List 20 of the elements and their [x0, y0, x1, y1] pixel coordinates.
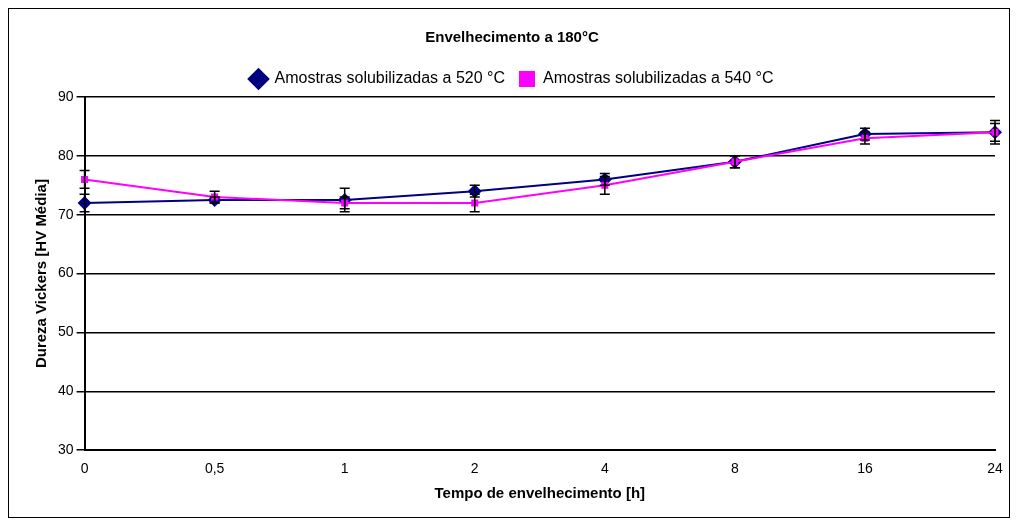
x-tick-label: 24	[987, 460, 1003, 477]
x-tick-label: 8	[730, 460, 739, 477]
x-tick-label: 0,5	[204, 460, 225, 477]
legend-label: Amostras solubilizadas a 520 °C	[274, 69, 506, 87]
x-tick-label: 0	[80, 460, 89, 477]
x-tick-label: 1	[340, 460, 349, 477]
y-tick-label: 70	[57, 205, 74, 222]
y-tick-label: 80	[57, 146, 74, 163]
chart-title: Envelhecimento a 180°C	[425, 28, 599, 46]
x-tick-label: 4	[600, 460, 609, 477]
y-tick-label: 60	[57, 264, 74, 281]
x-axis-title: Tempo de envelhecimento [h]	[434, 484, 646, 502]
y-tick-label: 40	[57, 382, 74, 399]
legend-label: Amostras solubilizadas a 540 °C	[543, 69, 774, 87]
y-tick-label: 30	[57, 441, 74, 458]
x-tick-label: 16	[857, 460, 873, 477]
y-tick-label: 50	[57, 323, 74, 340]
y-axis-title: Dureza Vickers [HV Média]	[32, 179, 50, 369]
y-tick-label: 90	[57, 87, 74, 104]
x-tick-label: 2	[470, 460, 479, 477]
